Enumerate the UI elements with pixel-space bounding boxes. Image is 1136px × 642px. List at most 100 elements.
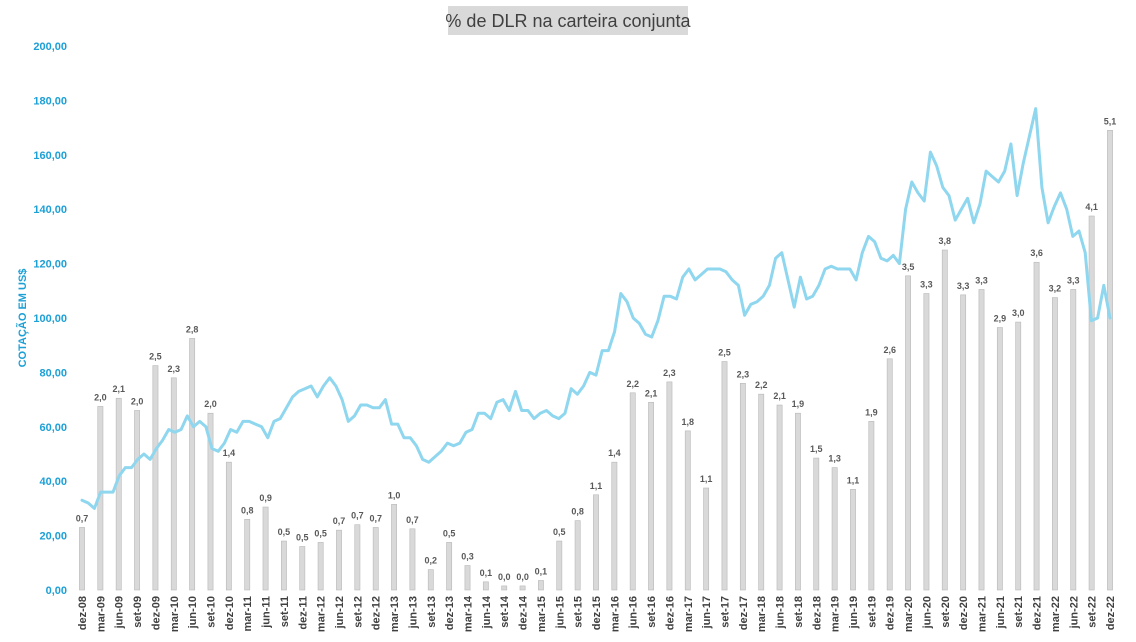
- bar-data-label: 0,5: [443, 528, 456, 538]
- x-tick-label: mar-10: [169, 596, 181, 632]
- bar-data-label: 2,3: [737, 369, 750, 379]
- bar-data-label: 0,7: [351, 511, 364, 521]
- x-tick-label: set-20: [940, 596, 952, 628]
- x-tick-label: mar-13: [389, 596, 401, 632]
- bar: [629, 392, 636, 591]
- bar: [648, 402, 654, 591]
- bar: [170, 377, 177, 591]
- x-tick-label: set-09: [132, 596, 144, 628]
- bar: [134, 410, 140, 591]
- bar-data-label: 1,1: [847, 475, 860, 485]
- y-axis-ticks: 0,00 20,00 40,00 60,00 80,00 100,00 120,00 140,…: [33, 41, 67, 597]
- bar-data-label: 3,3: [1067, 275, 1080, 285]
- bar-data-label: 0,2: [425, 556, 438, 566]
- x-tick-label: dez-10: [224, 596, 236, 630]
- bar: [703, 487, 710, 591]
- bar-data-label: 3,8: [939, 236, 952, 246]
- bar-data-label: 2,0: [204, 399, 217, 409]
- bar-data-label: 0,7: [369, 513, 382, 523]
- x-tick-label: dez-14: [518, 595, 530, 630]
- bar-data-label: 0,5: [278, 527, 291, 537]
- price-line: [80, 107, 1112, 510]
- bar-series: [79, 130, 1113, 591]
- bar-data-label: 1,9: [792, 399, 805, 409]
- x-tick-label: mar-14: [463, 595, 475, 632]
- bar-data-label: 0,3: [461, 552, 474, 562]
- bar: [519, 585, 526, 591]
- bar: [1052, 297, 1058, 591]
- x-tick-label: jun-21: [995, 596, 1007, 629]
- bar: [850, 489, 856, 591]
- bar: [978, 289, 985, 591]
- bar: [152, 365, 159, 591]
- x-tick-label: jun-11: [261, 596, 273, 629]
- bar: [795, 412, 801, 591]
- bar: [501, 585, 508, 591]
- x-tick-label: dez-21: [1032, 596, 1044, 630]
- x-tick-label: jun-18: [775, 596, 787, 629]
- bar: [758, 393, 765, 591]
- bar-data-label: 2,6: [883, 345, 896, 355]
- x-tick-label: dez-17: [738, 596, 750, 630]
- bar-data-label: 2,1: [645, 388, 658, 398]
- bar-data-label: 3,3: [957, 281, 970, 291]
- x-tick-label: jun-13: [407, 596, 419, 629]
- x-tick-label: dez-08: [77, 596, 89, 630]
- bar-data-label: 0,5: [296, 532, 309, 542]
- y-tick-label: 0,00: [46, 585, 67, 597]
- bar: [409, 528, 416, 591]
- bar-data-label: 2,9: [994, 314, 1007, 324]
- line-series-layer: [80, 107, 1112, 510]
- x-tick-label: set-12: [352, 596, 364, 628]
- bar-data-label: 2,1: [112, 384, 125, 394]
- x-tick-label: set-16: [646, 596, 658, 628]
- bar-data-label: 0,1: [480, 568, 493, 578]
- bar-data-label: 1,4: [608, 448, 621, 458]
- y-tick-label: 60,00: [39, 422, 67, 434]
- bar-data-label: 3,5: [902, 262, 915, 272]
- bar-data-label: 1,1: [700, 474, 713, 484]
- bar: [354, 524, 361, 591]
- bar: [317, 542, 324, 591]
- x-tick-label: mar-15: [536, 596, 548, 632]
- bar: [207, 412, 214, 591]
- x-tick-label: set-13: [426, 596, 438, 628]
- bar: [1070, 289, 1077, 591]
- y-tick-label: 140,00: [33, 204, 67, 216]
- bar: [923, 293, 930, 591]
- x-tick-label: jun-15: [554, 596, 566, 629]
- x-tick-label: dez-19: [885, 596, 897, 630]
- x-tick-label: mar-18: [756, 596, 768, 632]
- bar: [574, 520, 581, 591]
- bar: [611, 461, 618, 591]
- bar: [868, 421, 875, 591]
- x-tick-label: set-11: [279, 596, 291, 627]
- bar-data-label: 2,2: [755, 380, 768, 390]
- bar: [446, 542, 453, 591]
- bar-data-label: 3,3: [920, 280, 933, 290]
- x-tick-label: mar-12: [316, 596, 328, 632]
- bar: [391, 504, 397, 591]
- bar: [79, 527, 85, 591]
- y-tick-label: 180,00: [33, 95, 67, 107]
- bar-data-label: 1,5: [810, 444, 823, 454]
- bar-data-label: 5,1: [1104, 116, 1117, 126]
- bar-data-label: 3,6: [1030, 248, 1043, 258]
- bar: [905, 275, 911, 591]
- x-tick-label: dez-16: [664, 596, 676, 630]
- x-tick-label: set-22: [1087, 596, 1099, 628]
- bar: [225, 461, 232, 591]
- x-tick-label: dez-12: [371, 596, 383, 630]
- x-tick-label: dez-20: [958, 596, 970, 630]
- bar-data-label: 2,0: [131, 396, 144, 406]
- bar: [262, 506, 269, 591]
- x-tick-label: mar-17: [683, 596, 695, 632]
- bar: [1088, 215, 1095, 591]
- bar-data-label: 0,7: [333, 516, 346, 526]
- bar: [189, 338, 196, 591]
- bar-data-label: 3,3: [975, 275, 988, 285]
- x-tick-label: jun-12: [334, 596, 346, 629]
- bar-data-label: 4,1: [1085, 202, 1098, 212]
- x-tick-label: jun-14: [481, 595, 493, 629]
